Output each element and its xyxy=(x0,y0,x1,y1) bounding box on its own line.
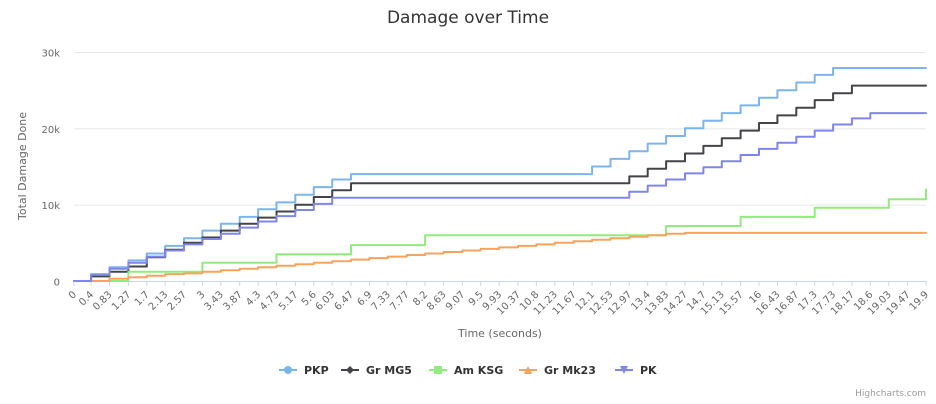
x-tick-label: 6.47 xyxy=(333,289,357,313)
chart-title: Damage over Time xyxy=(387,8,549,28)
x-tick-label: 19.9 xyxy=(908,289,932,313)
x-tick-label: 3 xyxy=(195,289,207,301)
x-tick-label: 2.57 xyxy=(166,289,190,313)
y-tick-label: 20k xyxy=(41,125,60,136)
legend-symbol-icon xyxy=(346,366,354,374)
legend-label: Gr Mk23 xyxy=(544,364,596,377)
series-group xyxy=(73,67,927,282)
legend-label: PK xyxy=(640,364,657,377)
x-tick-label: 7.77 xyxy=(388,289,412,313)
gridlines xyxy=(74,52,926,282)
x-tick-label: 0.83 xyxy=(91,289,115,313)
y-tick-label: 10k xyxy=(41,201,60,212)
legend-symbol-icon xyxy=(284,366,292,374)
legend-symbol-icon xyxy=(524,366,532,374)
y-axis: 0 10k 20k 30k xyxy=(41,49,60,289)
x-tick-label: 3.87 xyxy=(221,289,245,313)
x-tick-label: 1.27 xyxy=(110,289,134,313)
series-line-3[interactable] xyxy=(73,231,927,282)
series-line-0[interactable] xyxy=(73,67,927,282)
credits-link[interactable]: Highcharts.com xyxy=(855,389,926,399)
y-tick-label: 30k xyxy=(41,49,60,60)
x-axis-title: Time (seconds) xyxy=(457,327,542,340)
legend-item-0[interactable]: PKP xyxy=(279,364,329,377)
x-tick-label: 4.73 xyxy=(258,289,282,313)
legend-item-3[interactable]: Gr Mk23 xyxy=(519,364,596,377)
x-tick-label: 7.33 xyxy=(369,289,393,313)
legend-symbol-icon xyxy=(434,366,442,374)
series-line-1[interactable] xyxy=(73,84,927,282)
legend-label: PKP xyxy=(304,364,329,377)
y-axis-title: Total Damage Done xyxy=(16,112,29,221)
legend-symbol-icon xyxy=(620,366,628,374)
series-line-4[interactable] xyxy=(73,112,927,282)
x-tick-label: 6.03 xyxy=(314,289,338,313)
y-tick-label: 0 xyxy=(54,278,60,289)
legend-item-1[interactable]: Gr MG5 xyxy=(341,364,412,377)
legend: PKP Gr MG5 Am KSG Gr Mk23 PK xyxy=(279,364,657,377)
x-tick-label: 9.07 xyxy=(444,289,468,313)
x-axis: 00.40.831.27 1.72.132.57 33.433.87 4.34.735… xyxy=(67,281,931,317)
legend-item-2[interactable]: Am KSG xyxy=(429,364,503,377)
x-tick-label: 5.17 xyxy=(277,289,301,313)
x-tick-label: 8.63 xyxy=(425,289,449,313)
legend-item-4[interactable]: PK xyxy=(615,364,657,377)
x-tick-label: 3.43 xyxy=(202,289,226,313)
legend-label: Gr MG5 xyxy=(366,364,412,377)
legend-label: Am KSG xyxy=(454,364,503,377)
x-tick-label: 2.13 xyxy=(147,289,171,313)
series-line-2[interactable] xyxy=(73,188,927,282)
